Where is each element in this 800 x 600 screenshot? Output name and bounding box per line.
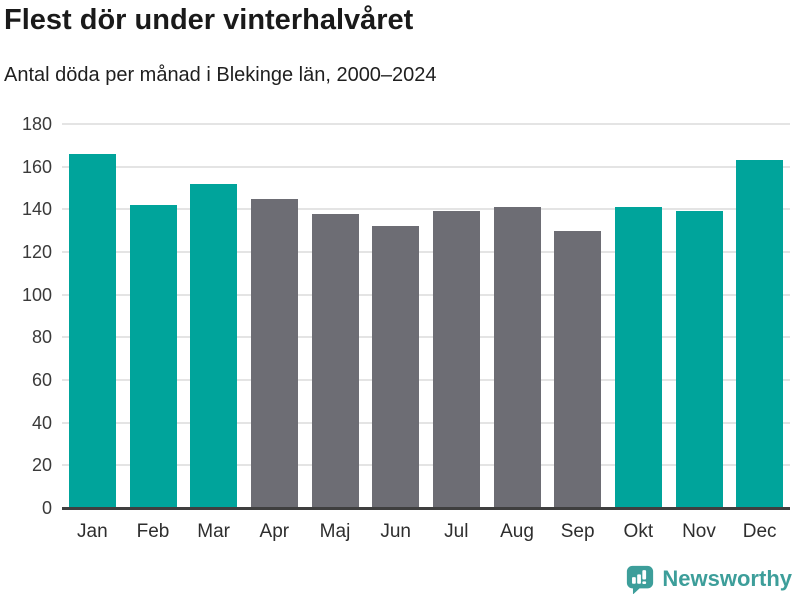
x-tick-label-aug: Aug <box>500 521 534 542</box>
x-tick-label-apr: Apr <box>259 521 290 542</box>
gridline <box>62 464 790 467</box>
y-tick-label: 120 <box>21 242 52 262</box>
bar-jun <box>372 226 420 508</box>
y-tick-label: 140 <box>21 199 52 220</box>
bar-sep <box>554 230 602 508</box>
y-tick-label: 160 <box>21 156 52 177</box>
x-tick-label-nov: Nov <box>682 521 716 542</box>
y-tick-label: 180 <box>21 114 52 134</box>
x-tick-label-okt: Okt <box>623 521 654 542</box>
x-tick-label-jul: Jul <box>444 521 469 542</box>
bar-nov <box>675 211 723 508</box>
gridline <box>62 421 790 424</box>
gridline <box>62 251 790 253</box>
bar-okt <box>614 207 662 508</box>
bar-feb <box>129 205 177 508</box>
y-tick-label: 100 <box>21 284 52 305</box>
y-tick-label: 40 <box>31 412 52 433</box>
chart-subtitle: Antal döda per månad i Blekinge län, 200… <box>4 64 437 86</box>
x-tick-label-sep: Sep <box>560 521 595 542</box>
y-tick-label: 0 <box>41 498 52 518</box>
bar-dec <box>736 160 784 508</box>
bar-apr <box>250 198 298 508</box>
x-tick-label-jan: Jan <box>77 521 108 542</box>
x-axis-line <box>62 507 790 510</box>
x-tick-label-mar: Mar <box>197 521 231 542</box>
gridline <box>62 336 790 339</box>
gridline <box>62 379 790 381</box>
y-tick-label: 80 <box>31 327 52 348</box>
y-tick-label: 60 <box>31 370 52 390</box>
bar-mar <box>190 183 238 508</box>
gridline <box>62 123 790 125</box>
x-tick-label-maj: Maj <box>319 521 351 542</box>
x-tick-label-jun: Jun <box>380 521 411 542</box>
x-tick-label-feb: Feb <box>136 521 170 542</box>
chart-title: Flest dör under vinterhalvåret <box>4 4 414 36</box>
bar-jul <box>432 211 480 508</box>
brand-footer: Newsworthy <box>625 564 792 594</box>
brand-name: Newsworthy <box>662 566 792 591</box>
gridline <box>62 165 790 168</box>
x-tick-label-dec: Dec <box>742 521 777 542</box>
bar-maj <box>311 213 359 508</box>
gridline <box>62 293 790 296</box>
newsworthy-logo-icon <box>627 565 654 594</box>
bar-aug <box>493 207 541 508</box>
bar-jan <box>68 153 116 508</box>
gridline <box>62 208 790 211</box>
y-tick-label: 20 <box>31 455 52 476</box>
